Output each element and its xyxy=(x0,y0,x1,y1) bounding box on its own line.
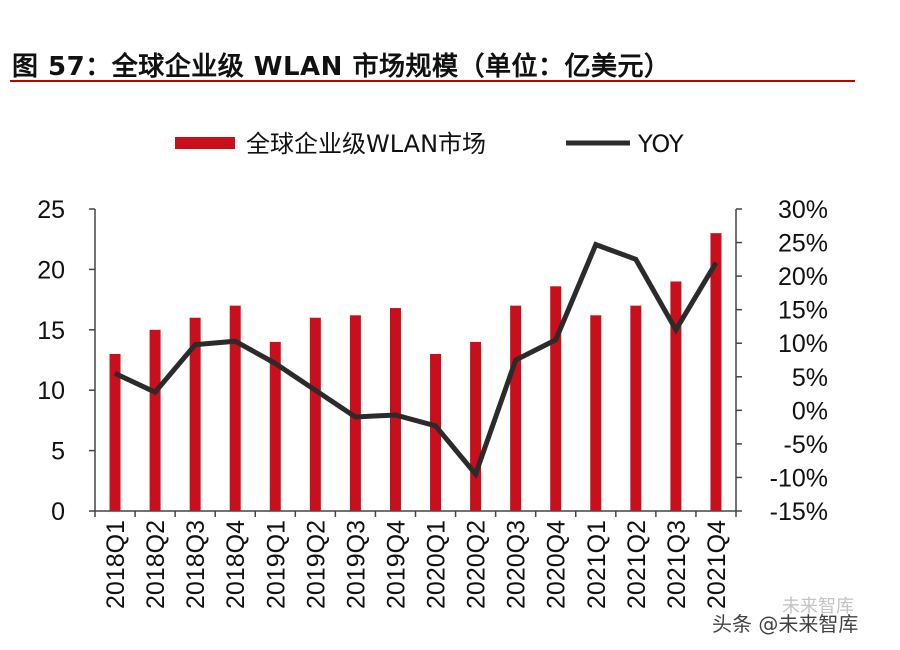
y-right-tick-label: 20% xyxy=(778,263,828,291)
x-tick-label: 2018Q1 xyxy=(102,520,130,609)
legend-bar-label: 全球企业级WLAN市场 xyxy=(246,130,486,158)
bar xyxy=(149,329,161,511)
yoy-point xyxy=(154,391,156,393)
yoy-point xyxy=(595,244,597,246)
x-tick-label: 2020Q3 xyxy=(503,520,531,609)
y-left-tick-label: 10 xyxy=(37,377,65,405)
bar xyxy=(630,305,642,511)
bar xyxy=(430,353,442,511)
x-tick-label: 2018Q3 xyxy=(182,520,210,609)
x-tick-label: 2018Q2 xyxy=(142,520,170,609)
yoy-line-group xyxy=(113,241,719,480)
yoy-point xyxy=(635,258,637,260)
y-left-tick-label: 5 xyxy=(51,438,65,466)
bar xyxy=(349,315,361,511)
x-tick-label: 2020Q1 xyxy=(423,520,451,609)
bar xyxy=(670,281,682,511)
bars xyxy=(109,233,722,511)
yoy-point xyxy=(234,340,236,342)
yoy-point xyxy=(194,344,196,346)
x-tick-label: 2018Q4 xyxy=(222,520,250,609)
y-right-tick-label: 10% xyxy=(778,330,828,358)
x-tick-label: 2020Q2 xyxy=(463,520,491,609)
yoy-line xyxy=(113,241,719,480)
x-tick-label: 2019Q3 xyxy=(342,520,370,609)
bar xyxy=(710,233,722,511)
y-right-tick-label: -10% xyxy=(770,464,828,492)
x-tick-label: 2020Q4 xyxy=(543,520,571,609)
bar xyxy=(309,317,321,511)
y-right-tick-label: 5% xyxy=(792,364,828,392)
bar xyxy=(590,315,602,511)
title-rule xyxy=(10,80,855,82)
bar xyxy=(189,317,201,511)
x-tick-labels: 2018Q1 2018Q2 2018Q3 2018Q4 2019Q1 2019Q2 2019… xyxy=(102,520,731,609)
y-right-tick-label: -5% xyxy=(784,431,828,459)
axes: 0 5 10 15 20 25 -15% -10% -5% 0% 5% 10% 15% 20% 25% 30% xyxy=(37,196,828,526)
yoy-point xyxy=(114,372,116,374)
yoy-point xyxy=(274,362,276,364)
legend-bar-swatch xyxy=(175,137,235,149)
y-left-tick-label: 0 xyxy=(51,498,65,526)
bar xyxy=(470,341,482,511)
yoy-point xyxy=(435,425,437,427)
yoy-point xyxy=(394,414,396,416)
yoy-point xyxy=(555,339,557,341)
bar xyxy=(229,305,241,511)
bar xyxy=(269,341,281,511)
x-tick-label: 2019Q4 xyxy=(382,520,410,609)
x-tick-label: 2021Q2 xyxy=(623,520,651,609)
legend: 全球企业级WLAN市场 YOY xyxy=(175,130,684,158)
y-right-tick-label: 0% xyxy=(792,397,828,425)
y-right-tick-label: 25% xyxy=(778,230,828,258)
watermark: 头条 @未来智库 xyxy=(712,612,859,636)
yoy-point xyxy=(515,359,517,361)
x-tick-label: 2019Q2 xyxy=(302,520,330,609)
y-left-tick-label: 15 xyxy=(37,317,65,345)
bar xyxy=(510,305,522,511)
x-tick-label: 2021Q1 xyxy=(583,520,611,609)
legend-line-label: YOY xyxy=(637,130,684,158)
x-tick-label: 2021Q3 xyxy=(663,520,691,609)
bar xyxy=(389,308,401,511)
y-left-tick-label: 25 xyxy=(37,196,65,224)
y-right-tick-label: 15% xyxy=(778,297,828,325)
y-left-tick-label: 20 xyxy=(37,256,65,284)
yoy-point xyxy=(314,389,316,391)
y-right-tick-label: -15% xyxy=(770,498,828,526)
watermark-faint: 未来智库 xyxy=(782,596,854,617)
yoy-point xyxy=(675,329,677,331)
chart-title: 图 57：全球企业级 WLAN 市场规模（单位：亿美元） xyxy=(12,52,671,82)
x-tick-label: 2021Q4 xyxy=(703,520,731,609)
bar xyxy=(109,353,121,511)
yoy-point xyxy=(475,473,477,475)
x-tick-label: 2019Q1 xyxy=(262,520,290,609)
y-right-tick-label: 30% xyxy=(778,196,828,224)
yoy-point xyxy=(715,262,717,264)
bar xyxy=(550,286,562,511)
yoy-point xyxy=(354,416,356,418)
